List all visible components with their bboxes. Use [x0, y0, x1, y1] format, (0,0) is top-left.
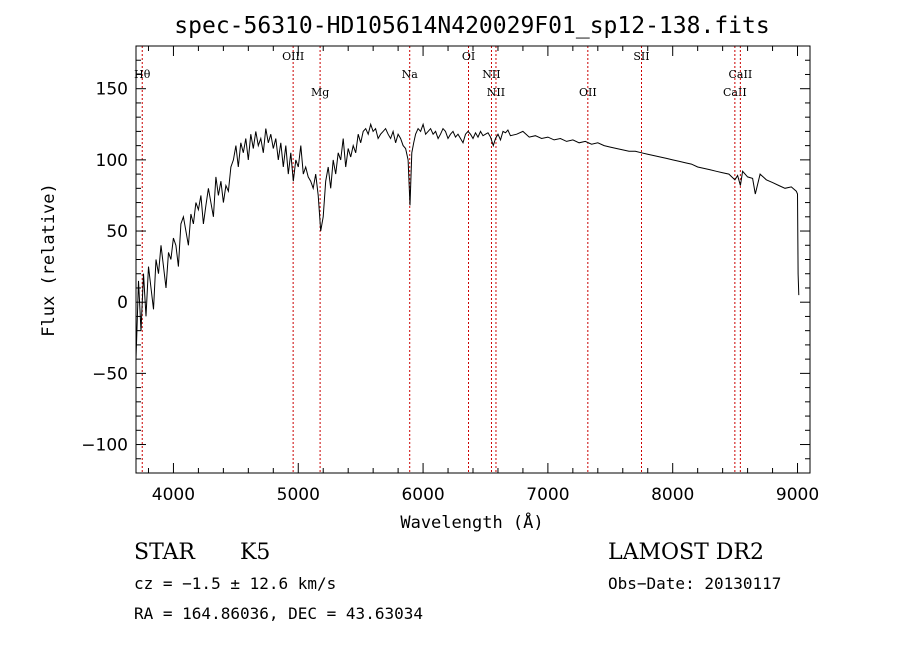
marker-label: NII: [482, 68, 500, 81]
redshift-label: cz = −1.5 ± 12.6 km/s: [134, 574, 336, 593]
marker-label: CaII: [723, 86, 747, 99]
marker-label: OIII: [282, 50, 304, 63]
marker-label: NII: [487, 86, 505, 99]
y-tick-label: −50: [92, 364, 128, 384]
y-tick-label: −100: [81, 436, 128, 456]
y-tick-label: 100: [96, 151, 128, 171]
spectrum-line: [135, 122, 800, 360]
marker-label: Mg: [311, 86, 329, 99]
marker-label: CaII: [729, 68, 753, 81]
object-subclass: K5: [240, 540, 270, 565]
marker-label: Hθ: [134, 68, 151, 81]
marker-label: SII: [633, 50, 649, 63]
y-axis-label: Flux (relative): [39, 183, 59, 337]
y-tick-label: 50: [106, 222, 128, 242]
obs-date-label: Obs−Date: 20130117: [608, 574, 781, 593]
spectrum-series: [135, 122, 800, 360]
marker-label: OI: [462, 50, 475, 63]
y-tick-label: 0: [117, 293, 128, 313]
x-tick-label: 6000: [401, 485, 444, 505]
x-axis-label: Wavelength (Å): [400, 511, 543, 533]
y-tick-label: 150: [96, 80, 128, 100]
survey-label: LAMOST DR2: [608, 540, 764, 565]
x-tick-label: 9000: [776, 485, 819, 505]
plot-frame: [135, 45, 811, 474]
x-tick-label: 7000: [526, 485, 569, 505]
x-tick-label: 4000: [152, 485, 195, 505]
line-markers: Hθ OIII Mg Na OI NII NII OII SII CaII CaII: [134, 46, 752, 473]
marker-label: OII: [579, 86, 597, 99]
coords-label: RA = 164.86036, DEC = 43.63034: [134, 604, 423, 623]
x-tick-label: 5000: [277, 485, 320, 505]
marker-label: Na: [402, 68, 419, 81]
axes: 4000 5000 6000 7000 8000 9000 −100 −50 0 50 100 150: [81, 45, 819, 505]
chart-title: spec-56310-HD105614N420029F01_sp12-138.f…: [174, 13, 769, 39]
x-tick-label: 8000: [651, 485, 694, 505]
object-class: STAR: [134, 540, 196, 565]
